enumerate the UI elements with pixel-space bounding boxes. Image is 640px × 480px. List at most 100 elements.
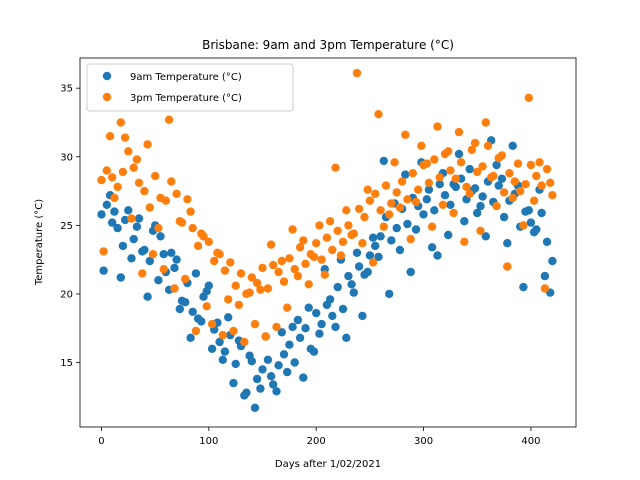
data-point-series-1 (467, 145, 477, 155)
data-point-series-1 (132, 155, 142, 164)
data-point-series-0 (387, 236, 396, 245)
data-point-series-1 (252, 278, 262, 288)
data-point-series-1 (290, 265, 299, 274)
data-point-series-1 (145, 203, 154, 212)
legend-marker-3pm (102, 92, 112, 102)
data-point-series-1 (151, 171, 160, 181)
data-point-series-1 (197, 229, 206, 238)
data-point-series-0 (548, 256, 557, 266)
data-point-series-0 (401, 170, 410, 179)
data-points (97, 68, 557, 412)
data-point-series-0 (454, 149, 464, 159)
data-point-series-0 (430, 206, 439, 215)
data-point-series-1 (97, 175, 106, 185)
data-point-series-1 (304, 280, 313, 289)
data-point-series-0 (110, 207, 119, 216)
data-point-series-0 (127, 254, 136, 263)
data-point-series-1 (344, 221, 353, 230)
data-point-series-1 (175, 217, 184, 226)
data-point-series-1 (546, 178, 555, 187)
data-point-series-1 (451, 174, 460, 183)
data-point-series-0 (224, 313, 233, 322)
plot-frame (79, 57, 577, 428)
data-point-series-1 (521, 180, 530, 189)
data-point-series-1 (322, 233, 332, 242)
data-point-series-1 (524, 93, 533, 103)
data-point-series-0 (272, 387, 281, 396)
data-point-series-1 (473, 167, 482, 177)
data-point-series-0 (542, 237, 552, 246)
data-point-series-0 (328, 311, 337, 321)
data-point-series-1 (331, 163, 340, 172)
data-point-series-0 (293, 315, 303, 325)
data-point-series-0 (385, 289, 394, 299)
data-point-series-1 (320, 270, 329, 279)
data-point-series-1 (336, 251, 346, 260)
data-point-series-0 (494, 181, 503, 190)
data-point-series-1 (164, 115, 174, 124)
data-point-series-1 (454, 127, 464, 137)
data-point-series-1 (110, 193, 119, 203)
data-point-series-0 (365, 251, 375, 260)
data-point-series-1 (529, 196, 539, 205)
data-point-series-1 (140, 186, 149, 196)
data-point-series-0 (159, 250, 168, 259)
data-point-series-1 (272, 322, 281, 332)
data-point-series-1 (138, 269, 147, 278)
data-point-series-0 (156, 232, 165, 241)
data-point-series-0 (481, 232, 490, 241)
data-point-series-0 (170, 263, 179, 273)
data-point-series-1 (231, 281, 240, 290)
data-point-series-1 (465, 189, 474, 198)
data-point-series-0 (129, 234, 138, 244)
data-point-series-0 (508, 141, 517, 150)
data-point-series-0 (427, 243, 437, 252)
data-point-series-1 (510, 177, 519, 186)
data-point-series-1 (374, 110, 383, 119)
legend-label-9am: 9am Temperature (°C) (130, 72, 242, 83)
data-point-series-1 (358, 239, 367, 248)
data-point-series-0 (240, 391, 249, 400)
data-point-series-1 (548, 191, 557, 200)
data-point-series-1 (387, 199, 396, 208)
data-point-series-1 (368, 258, 378, 267)
data-point-series-1 (159, 265, 168, 274)
data-point-series-0 (540, 271, 550, 281)
data-point-series-1 (191, 326, 201, 336)
data-point-series-0 (288, 322, 297, 332)
data-point-series-1 (446, 166, 455, 175)
x-axis-label: Days after 1/02/2021 (275, 459, 381, 470)
data-point-series-1 (293, 271, 303, 281)
data-point-series-0 (524, 206, 533, 215)
data-point-series-1 (120, 133, 130, 142)
data-point-series-0 (172, 255, 181, 264)
data-point-series-0 (537, 208, 546, 218)
data-point-series-0 (379, 156, 388, 166)
data-point-series-1 (193, 241, 203, 251)
data-point-series-1 (269, 260, 278, 270)
data-point-series-1 (487, 173, 496, 182)
data-point-series-0 (132, 222, 142, 231)
data-point-series-1 (508, 193, 517, 203)
data-point-series-1 (516, 186, 525, 196)
data-point-series-0 (529, 228, 539, 237)
data-point-series-1 (207, 319, 217, 329)
data-point-series-1 (245, 288, 254, 297)
data-point-series-0 (299, 373, 308, 382)
data-point-series-1 (124, 147, 133, 156)
data-point-series-1 (161, 196, 171, 205)
data-point-series-1 (220, 266, 230, 275)
data-point-series-1 (503, 262, 512, 271)
data-point-series-1 (105, 132, 115, 141)
data-point-series-0 (392, 223, 401, 233)
data-point-series-1 (456, 158, 466, 167)
data-point-series-1 (433, 122, 442, 131)
data-point-series-0 (478, 192, 487, 201)
data-point-series-1 (167, 177, 176, 186)
data-point-series-1 (186, 207, 195, 216)
x-axis-ticks: 0 100 200 300 400 (98, 427, 540, 447)
data-point-series-0 (338, 304, 348, 314)
data-point-series-1 (371, 189, 380, 198)
data-point-series-1 (390, 158, 399, 167)
data-point-series-0 (229, 378, 238, 388)
